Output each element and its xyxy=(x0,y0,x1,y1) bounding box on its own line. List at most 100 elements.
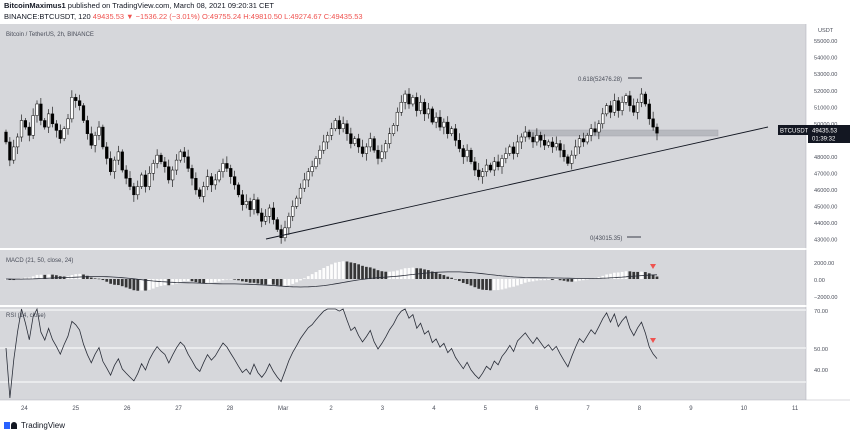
time-tick-label: 7 xyxy=(586,406,590,412)
candles-group xyxy=(4,88,659,244)
macd-bar xyxy=(159,279,163,286)
time-axis[interactable]: 24 25 26 27 28 Mar 2 3 4 5 6 7 8 9 10 11 xyxy=(21,406,799,412)
macd-bar xyxy=(248,279,252,283)
macd-bar xyxy=(450,277,453,279)
candle-body xyxy=(47,113,51,128)
author-name[interactable]: BitcoinMaximus1 xyxy=(4,1,66,10)
macd-bar xyxy=(190,279,194,282)
candle-body xyxy=(275,219,279,230)
macd-bar xyxy=(337,261,341,279)
candle-body xyxy=(496,161,500,167)
candle-body xyxy=(461,148,465,158)
candle-body xyxy=(74,97,78,101)
macd-bar xyxy=(20,278,23,279)
macd-bar xyxy=(225,279,229,280)
rsi-pane-bg[interactable] xyxy=(0,307,806,400)
macd-bar xyxy=(392,271,395,279)
ascending-trendline[interactable] xyxy=(265,126,769,240)
macd-bar xyxy=(256,279,260,284)
candle-body xyxy=(639,93,644,103)
macd-bar xyxy=(632,271,636,279)
candle-body xyxy=(523,131,527,138)
candle-body xyxy=(163,161,167,167)
candle-body xyxy=(438,116,442,128)
price-axis-bg[interactable] xyxy=(806,24,850,400)
macd-bar xyxy=(535,279,539,281)
candle-body xyxy=(248,201,252,210)
time-tick-label: 2 xyxy=(329,406,333,412)
price-tick-label: 55000.00 xyxy=(814,39,837,45)
macd-bar xyxy=(35,274,39,279)
candle-body xyxy=(368,138,372,148)
candle-body xyxy=(403,93,407,103)
candle-body xyxy=(581,138,585,143)
candle-body xyxy=(345,123,349,134)
macd-bar xyxy=(609,273,612,279)
candle-body xyxy=(415,97,419,111)
candle-body xyxy=(422,102,427,115)
main-pane-title: Bitcoin / TetherUS, 2h, BINANCE xyxy=(6,32,94,38)
macd-bar xyxy=(438,274,442,279)
time-tick-label: 28 xyxy=(227,406,234,412)
price-tick-label: 52000.00 xyxy=(814,89,837,95)
price-tag xyxy=(808,125,850,143)
price-tag-value: 49435.53 xyxy=(812,129,838,135)
chart-area[interactable]: Bitcoin / TetherUS, 2h, BINANCE MACD (21… xyxy=(0,24,850,422)
macd-bar xyxy=(241,279,244,282)
candle-body xyxy=(93,135,97,146)
candle-body xyxy=(357,138,361,148)
candle-body xyxy=(655,126,659,134)
candle-body xyxy=(252,199,256,210)
macd-bar xyxy=(562,279,566,281)
macd-bar xyxy=(155,279,159,287)
macd-bar xyxy=(477,279,481,289)
candle-body xyxy=(233,176,237,186)
macd-bar xyxy=(512,279,515,287)
macd-bar xyxy=(89,277,93,279)
time-tick-label: 8 xyxy=(638,406,642,412)
candle-body xyxy=(535,135,539,143)
macd-bar xyxy=(295,279,298,283)
candle-body xyxy=(419,102,423,111)
macd-bar xyxy=(454,279,457,280)
price-tick-label: 54000.00 xyxy=(814,56,837,62)
candle-body xyxy=(620,102,624,111)
macd-bar xyxy=(310,274,314,279)
candle-body xyxy=(349,133,353,144)
macd-bar xyxy=(585,279,589,280)
candle-body xyxy=(271,207,275,220)
macd-pane-bg[interactable] xyxy=(0,250,806,305)
candle-body xyxy=(291,206,295,217)
chart-svg[interactable]: Bitcoin / TetherUS, 2h, BINANCE MACD (21… xyxy=(0,24,850,422)
candle-body xyxy=(527,131,531,138)
macd-bar xyxy=(105,279,109,282)
candle-body xyxy=(488,164,492,171)
price-tick-label: 48000.00 xyxy=(814,155,837,161)
macd-bar xyxy=(582,279,585,281)
candle-body xyxy=(264,216,268,222)
macd-bar xyxy=(554,279,558,280)
macd-bar xyxy=(8,279,12,280)
macd-bar xyxy=(601,275,605,279)
macd-bar xyxy=(551,279,554,281)
price-tick-label: 47000.00 xyxy=(814,171,837,177)
candle-body xyxy=(221,163,225,172)
candle-body xyxy=(267,207,272,217)
macd-bar xyxy=(221,279,225,281)
candle-body xyxy=(120,151,124,171)
tradingview-logo[interactable]: TradingView xyxy=(4,421,65,430)
macd-bar xyxy=(647,273,651,279)
macd-bar xyxy=(109,279,112,284)
macd-bar xyxy=(516,279,519,286)
macd-bar xyxy=(523,279,527,283)
candle-body xyxy=(531,136,535,143)
candle-body xyxy=(341,123,345,129)
candle-body xyxy=(124,169,128,179)
candle-body xyxy=(519,136,523,143)
price-tick-label: 44000.00 xyxy=(814,221,837,227)
macd-bar xyxy=(365,266,368,279)
candle-body xyxy=(198,189,202,197)
candle-body xyxy=(128,178,132,187)
candle-body xyxy=(31,115,35,136)
fib-upper-label: 0.618(52476.28) xyxy=(578,77,622,83)
